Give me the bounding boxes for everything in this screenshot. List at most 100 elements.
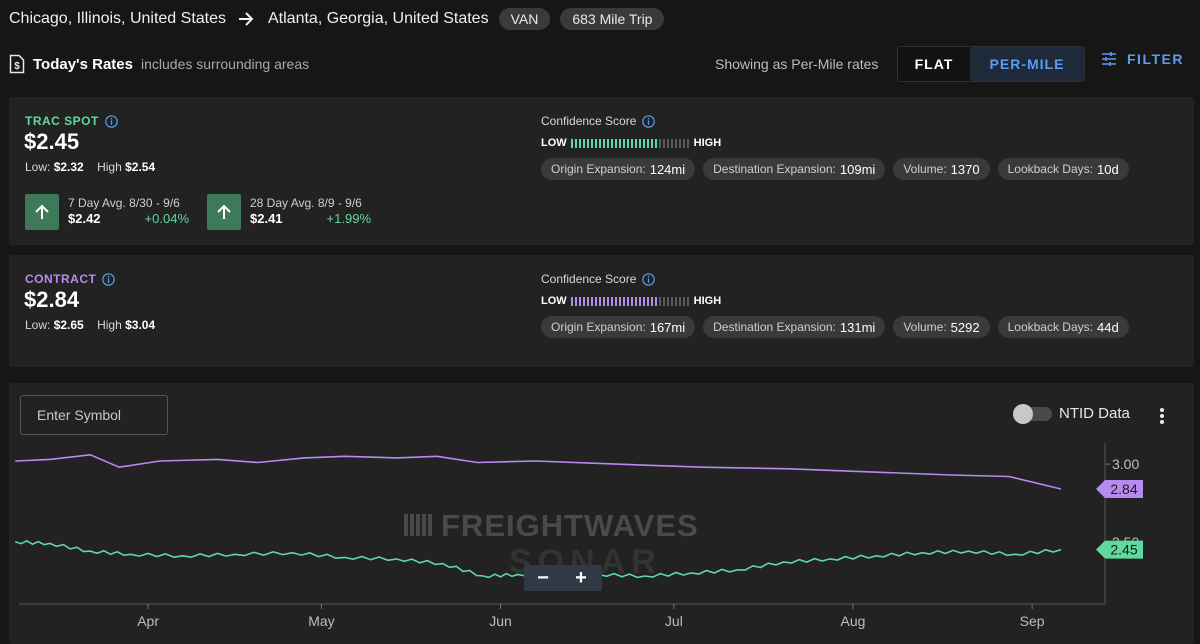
spot-high-value: $2.54 [125,160,156,174]
lookback-days-tag: Lookback Days: 44d [997,316,1129,338]
meter-tick [642,138,645,148]
meter-tick [598,138,601,148]
meter-tick [586,138,589,148]
meter-tick [594,296,597,306]
trip-distance-badge: 683 Mile Trip [560,8,665,30]
meter-tick [678,138,681,148]
rates-header: $ Today's Rates includes surrounding are… [9,46,1191,82]
confidence-ticks [570,138,691,148]
destination-expansion-tag: Destination Expansion: 109mi [703,158,886,180]
rate-chart[interactable]: FREIGHTWAVES SONAR Apr May Jun Jul Aug Sep3.0… [9,383,1194,644]
meter-tick [626,296,629,306]
meter-tick [646,138,649,148]
info-icon[interactable] [642,114,656,128]
route-bar: Chicago, Illinois, United States Atlanta… [9,8,665,30]
sliders-icon [1102,52,1116,66]
low-label: Low: [25,160,51,174]
info-icon[interactable] [642,272,656,286]
info-icon[interactable] [105,114,118,128]
chart-panel: FREIGHTWAVES SONAR Apr May Jun Jul Aug Sep 3.0… [9,383,1194,644]
y-tick-label: 3.00 [1112,456,1139,472]
series-line [15,453,1062,490]
more-options-icon[interactable] [1159,407,1165,430]
confidence-meter: LOW HIGH [541,295,721,307]
meter-tick [654,296,657,306]
zoom-controls: − + [524,565,602,591]
x-tick-label: Jul [665,613,683,629]
meter-tick [666,296,669,306]
avg-7-day: 7 Day Avg. 8/30 - 9/6 $2.42 +0.04% [25,194,189,230]
contract-high-value: $3.04 [125,318,156,332]
ntid-toggle[interactable]: NTID Data [1013,403,1130,424]
meter-tick [678,296,681,306]
value-badge-label: 2.45 [1110,542,1137,558]
rate-mode-toggle: FLAT PER-MILE [897,46,1085,82]
meter-low-label: LOW [541,295,567,307]
rates-title: Today's Rates [33,55,133,73]
contract-price: $2.84 [24,287,80,312]
contract-label: CONTRACT [25,272,116,286]
per-mile-button[interactable]: PER-MILE [970,47,1084,81]
meter-tick [626,138,629,148]
meter-tick [610,296,613,306]
meter-tick [638,296,641,306]
contract-title: CONTRACT [25,272,97,286]
flat-button[interactable]: FLAT [898,47,970,81]
meter-tick [638,138,641,148]
zoom-in-button[interactable]: + [575,566,587,589]
arrow-up-icon [25,194,59,230]
meter-tick [682,296,685,306]
showing-rates-text: Showing as Per-Mile rates [715,56,879,72]
spot-low-high: Low: $2.32 High $2.54 [25,160,155,174]
meter-tick [618,296,621,306]
meter-tick [642,296,645,306]
spot-low-value: $2.32 [53,160,84,174]
value-badge [1096,540,1143,559]
contract-card: CONTRACT $2.84 Low: $2.65 High $3.04 Con… [9,255,1194,367]
meter-tick [634,138,637,148]
meter-tick [618,138,621,148]
avg-28-label: 28 Day Avg. 8/9 - 9/6 [250,196,362,210]
confidence-meter: LOW HIGH [541,137,721,149]
meter-tick [686,138,689,148]
avg-28-day: 28 Day Avg. 8/9 - 9/6 $2.41 +1.99% [207,194,371,230]
watermark-logo-icon [404,514,432,536]
meter-tick [622,138,625,148]
x-tick-label: Apr [137,613,159,629]
document-dollar-icon: $ [9,54,25,74]
meter-tick [682,138,685,148]
confidence-title: Confidence Score [541,272,637,286]
filter-button[interactable]: FILTER [1101,51,1184,67]
origin-expansion-tag: Origin Expansion: 124mi [541,158,696,180]
meter-tick [674,296,677,306]
meter-tick [654,138,657,148]
meter-tick [578,296,581,306]
zoom-out-button[interactable]: − [537,566,549,589]
symbol-input[interactable] [20,395,168,435]
value-badge-label: 2.84 [1110,481,1137,497]
trac-spot-card: TRAC SPOT $2.45 Low: $2.32 High $2.54 7 … [9,97,1194,245]
meter-tick [614,138,617,148]
meter-tick [578,138,581,148]
filter-label: FILTER [1127,51,1184,67]
meter-tick [574,296,577,306]
meter-tick [658,296,661,306]
meter-tick [674,138,677,148]
trac-spot-label: TRAC SPOT [25,114,118,128]
rates-subtitle: includes surrounding areas [141,56,310,72]
ntid-switch[interactable] [1013,403,1052,424]
meter-tick [570,138,573,148]
meter-tick [602,296,605,306]
meter-tick [630,138,633,148]
trac-spot-title: TRAC SPOT [25,114,99,128]
svg-text:$: $ [14,61,20,72]
meter-tick [606,296,609,306]
meter-high-label: HIGH [693,137,722,149]
info-icon[interactable] [102,272,116,286]
meter-tick [670,296,673,306]
avg-7-label: 7 Day Avg. 8/30 - 9/6 [68,196,180,210]
meter-tick [658,138,661,148]
meter-tick [670,138,673,148]
meter-tick [594,138,597,148]
volume-tag: Volume: 1370 [893,158,990,180]
